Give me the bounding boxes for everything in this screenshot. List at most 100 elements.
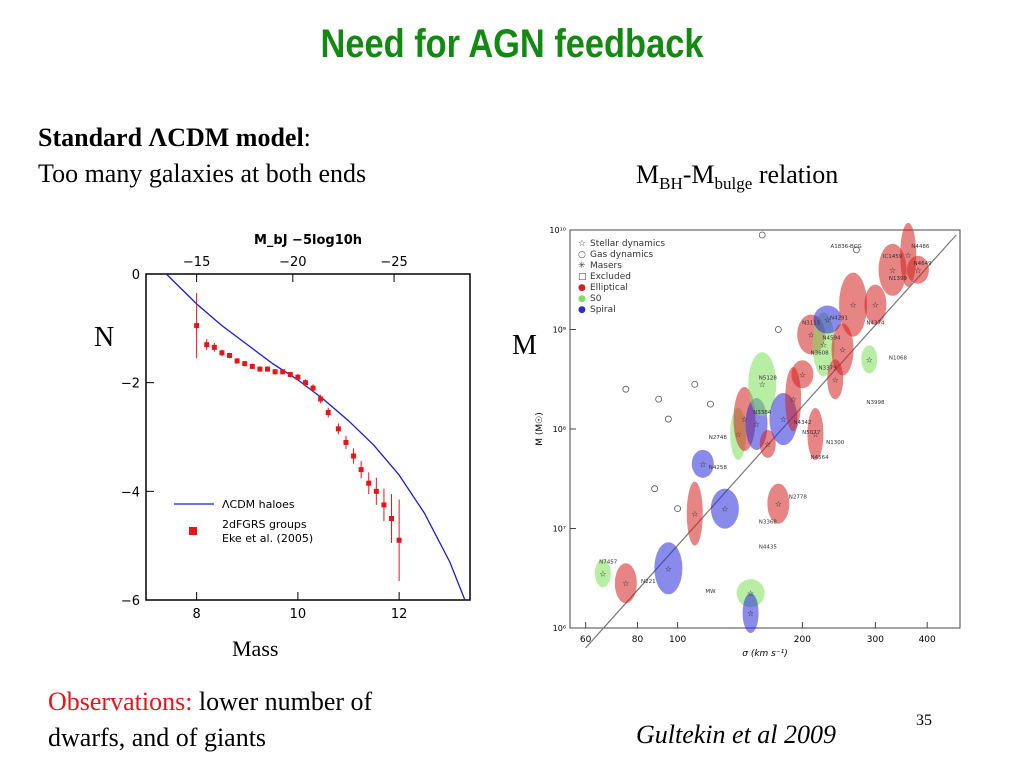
obs-point (219, 350, 225, 356)
mass-function-chart: M_bJ −5log10h −15 −20 −25 8 10 12 0 −2 −4 −6 ΛCDM h… (121, 233, 471, 622)
legend-symbol: □ (578, 272, 587, 282)
obs-point (287, 372, 293, 378)
mbh-sigma-chart: 60 80 100 200 300 400 10⁶ 10⁷ 10⁸ 10⁹ 10¹⁰ σ (km s⁻… (535, 222, 961, 658)
rh-dash: -M (682, 160, 715, 189)
data-star: ☆ (820, 340, 827, 349)
obs-point (204, 342, 210, 348)
legend-symbol: ☆ (578, 239, 586, 249)
ellipse-label: N3608 (810, 350, 829, 356)
rh-sub1: BH (659, 174, 683, 194)
data-ellipse (691, 449, 714, 478)
ellipse-label: MW (705, 589, 716, 595)
data-star: ☆ (764, 440, 771, 449)
data-ellipse (767, 483, 790, 524)
y-tick-label: 10⁸ (553, 425, 566, 434)
ellipse-label: N1300 (826, 440, 845, 446)
lambda-symbol: Λ (148, 123, 168, 152)
observations-line2: dwarfs, and of giants (48, 723, 267, 752)
ellipse-label: N4374 (866, 321, 885, 327)
ellipse-label: N4291 (830, 316, 848, 322)
obs-point (389, 516, 395, 521)
legend-entry: Gas dynamics (590, 250, 654, 260)
rh-rest: relation (752, 160, 839, 189)
data-star: ☆ (839, 345, 846, 354)
label-m: M (512, 330, 537, 361)
x-tick-label: 100 (669, 635, 686, 645)
open-point (853, 246, 860, 254)
open-point (651, 485, 659, 493)
data-star: ☆ (599, 569, 606, 578)
legend-entry: Stellar dynamics (590, 239, 665, 249)
ellipse-label: IC1459 (883, 254, 903, 260)
obs-point (302, 380, 308, 386)
data-ellipse (594, 559, 611, 588)
obs-point (194, 323, 200, 329)
legend-entry: S0 (590, 294, 602, 304)
obs-point (242, 361, 248, 367)
open-point (691, 380, 699, 388)
ellipse-label: N2778 (789, 495, 808, 501)
obs-point (396, 537, 402, 543)
ellipse-label: N4258 (709, 465, 728, 471)
obs-point (318, 396, 324, 402)
open-point (622, 385, 630, 393)
data-star: ☆ (889, 266, 896, 275)
legend-symbol: ○ (578, 250, 586, 260)
open-point (664, 415, 672, 423)
data-star: ☆ (799, 370, 806, 379)
legend-entry: Masers (590, 261, 622, 271)
right-heading: MBH-Mbulge relation (636, 160, 838, 194)
page-title: Need for AGN feedback (320, 22, 704, 66)
top-tick-label: −15 (183, 255, 210, 270)
data-ellipse (748, 352, 777, 417)
data-ellipse (861, 345, 878, 374)
obs-point (249, 363, 255, 369)
ellipse-label: N4486 (911, 244, 930, 250)
legend-symbol: ● (578, 294, 586, 304)
ellipse-label: N3998 (866, 400, 885, 406)
x-axis-label: σ (km s⁻¹) (742, 649, 787, 658)
data-ellipse (614, 563, 637, 604)
ellipse-label: N4564 (810, 455, 829, 461)
data-ellipse (831, 323, 854, 376)
ellipse-label: N3115 (802, 321, 821, 327)
data-star: ☆ (824, 316, 831, 325)
y-tick-label: 0 (132, 268, 140, 283)
ellipse-label: A1836-BCG (830, 244, 861, 250)
x-tick-label: 300 (867, 635, 884, 645)
data-star: ☆ (665, 564, 672, 573)
data-star: ☆ (759, 380, 766, 389)
top-tick-label: −25 (380, 255, 407, 270)
data-star: ☆ (808, 330, 815, 339)
y-tick-label: 10⁹ (553, 326, 566, 335)
open-point (758, 231, 766, 239)
observations-label: Observations: (48, 687, 193, 716)
ellipse-label: N7457 (599, 559, 618, 565)
x-tick-label: 80 (632, 635, 644, 645)
ellipse-label: N4594 (822, 335, 841, 341)
obs-point (265, 366, 270, 372)
y-tick-label: −4 (121, 485, 140, 500)
data-star: ☆ (622, 579, 629, 588)
data-star: ☆ (753, 420, 760, 429)
obs-point (280, 369, 286, 375)
left-subheading: Too many galaxies at both ends (38, 159, 367, 188)
legend-symbol: ● (578, 283, 586, 293)
y-tick-label: 10⁷ (553, 525, 566, 534)
data-ellipse (742, 593, 759, 634)
data-ellipse (807, 407, 824, 460)
x-tick-label: 60 (580, 635, 592, 645)
ellipse-label: N3384 (753, 410, 772, 416)
ellipse-label: N2748 (709, 435, 728, 441)
y-tick-label: −6 (121, 594, 140, 609)
x-tick-label: 8 (192, 607, 200, 622)
obs-point (272, 369, 278, 375)
x-tick-label: 400 (919, 635, 936, 645)
obs-point (381, 502, 387, 508)
label-n: N (94, 322, 115, 353)
obs-point (211, 344, 217, 350)
ellipse-label: N4342 (793, 420, 811, 426)
legend-entry: 2dFGRS groups (222, 518, 307, 531)
rh-sub2: bulge (714, 174, 753, 194)
ellipse-label: N4435 (759, 544, 778, 550)
